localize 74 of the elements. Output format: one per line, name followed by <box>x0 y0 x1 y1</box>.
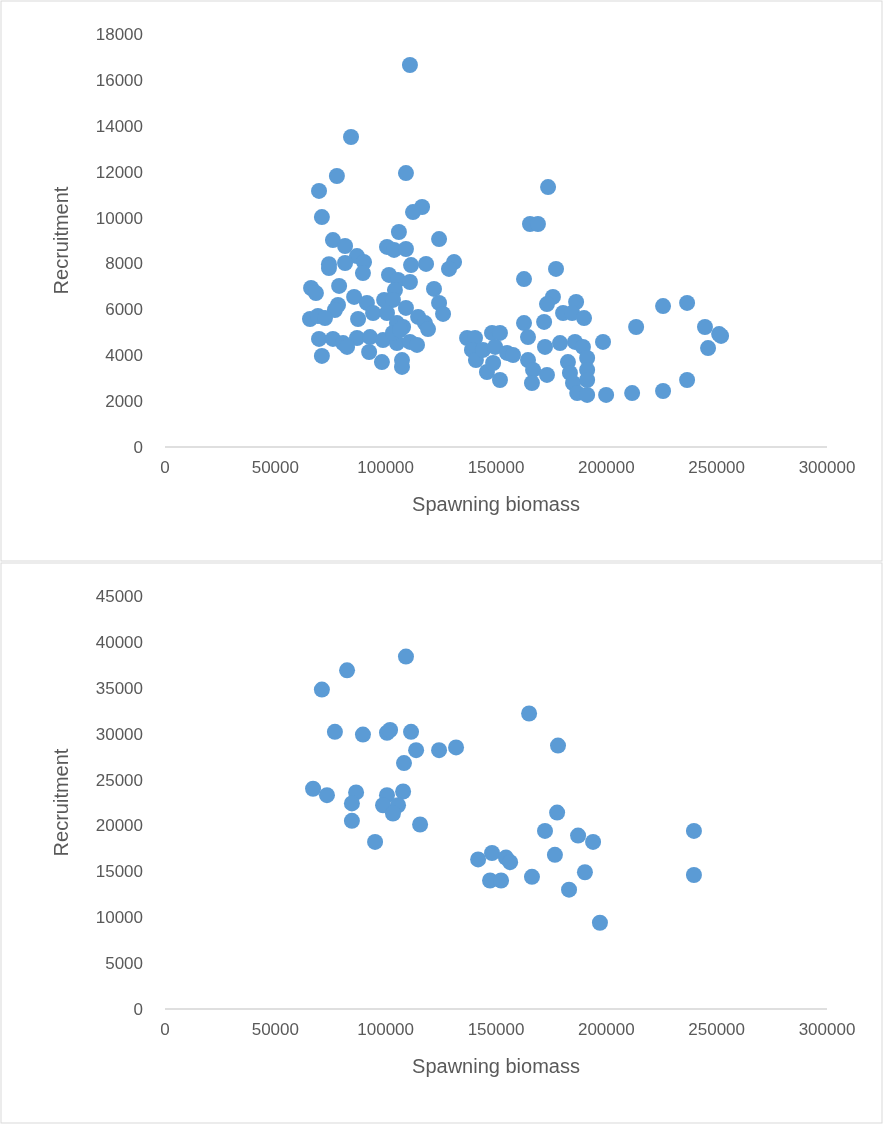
y-tick-label: 45000 <box>95 587 143 606</box>
point <box>395 755 412 772</box>
point <box>326 723 343 740</box>
point <box>431 742 448 759</box>
point <box>384 805 401 822</box>
x-axis-title: Spawning biomass <box>412 493 580 515</box>
point <box>470 851 487 868</box>
point <box>412 816 429 833</box>
point <box>367 833 384 850</box>
point <box>685 822 702 839</box>
y-tick-label: 16000 <box>95 70 143 90</box>
point <box>536 822 553 839</box>
y-tick-label: 5000 <box>105 954 143 974</box>
x-tick-label: 250000 <box>688 458 746 477</box>
y-tick-label: 14000 <box>95 116 143 136</box>
y-tick-label: 0 <box>133 438 143 457</box>
point <box>395 783 412 800</box>
y-tick-label: 8000 <box>105 254 143 274</box>
point <box>576 864 593 881</box>
y-tick-label: 4000 <box>105 346 143 366</box>
point <box>521 705 538 722</box>
x-tick-label: 150000 <box>467 458 525 477</box>
point <box>591 914 608 931</box>
x-tick-label: 150000 <box>467 1020 525 1039</box>
point <box>502 854 519 871</box>
y-tick-label: 12000 <box>95 162 143 182</box>
y-tick-label: 35000 <box>95 678 143 698</box>
point <box>549 804 566 821</box>
point <box>382 722 399 738</box>
y-tick-label: 2000 <box>105 392 143 412</box>
y-tick-label: 30000 <box>95 724 143 744</box>
point <box>523 868 540 885</box>
point <box>305 780 322 797</box>
x-tick-label: 300000 <box>798 1020 856 1039</box>
x-axis-title: Spawning biomass <box>412 1055 580 1077</box>
y-axis-title: Recruitment <box>50 748 72 857</box>
y-tick-label: 25000 <box>95 770 143 790</box>
point <box>493 872 510 889</box>
x-tick-label: 300000 <box>798 458 856 477</box>
x-tick-label: 100000 <box>357 1020 415 1039</box>
y-tick-label: 6000 <box>105 300 143 320</box>
point <box>318 787 335 804</box>
x-tick-label: 0 <box>160 1020 170 1039</box>
x-tick-label: 50000 <box>251 1020 299 1039</box>
point <box>448 739 465 756</box>
y-tick-label: 40000 <box>95 632 143 652</box>
point <box>685 867 702 883</box>
point <box>313 681 330 698</box>
y-tick-label: 20000 <box>95 816 143 836</box>
point <box>408 742 425 759</box>
point <box>550 737 567 754</box>
x-tick-label: 200000 <box>577 1020 635 1039</box>
point <box>397 648 414 665</box>
point <box>343 795 360 812</box>
point <box>343 812 360 829</box>
point <box>403 723 420 740</box>
y-tick-label: 10000 <box>95 908 143 928</box>
x-tick-label: 250000 <box>688 1020 746 1039</box>
x-tick-label: 50000 <box>251 458 299 477</box>
point <box>339 662 356 679</box>
y-tick-label: 10000 <box>95 208 143 228</box>
x-tick-label: 200000 <box>577 458 635 477</box>
point <box>484 844 501 861</box>
point <box>561 881 578 898</box>
point <box>354 726 371 743</box>
x-tick-label: 0 <box>160 458 170 477</box>
y-tick-label: 0 <box>133 1000 143 1019</box>
x-tick-label: 100000 <box>357 458 415 477</box>
point <box>585 833 602 850</box>
point <box>570 827 587 844</box>
y-axis-title: Recruitment <box>50 186 72 295</box>
y-tick-label: 15000 <box>95 862 143 882</box>
y-tick-label: 18000 <box>95 25 143 44</box>
point <box>546 846 563 863</box>
